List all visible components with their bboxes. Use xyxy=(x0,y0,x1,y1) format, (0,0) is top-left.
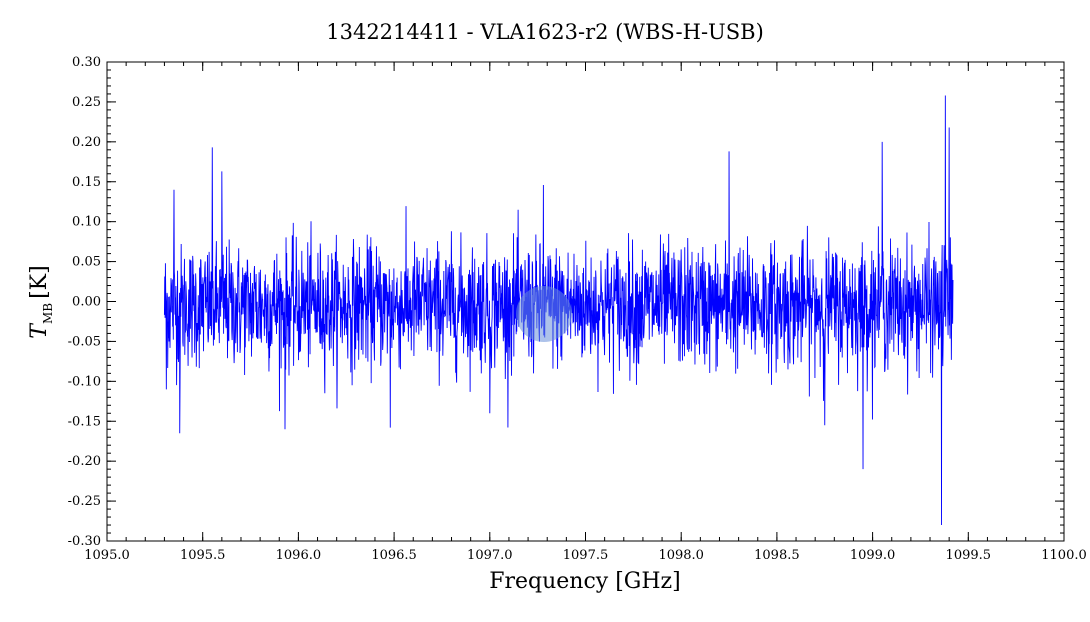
y-tick-label: 0.15 xyxy=(72,175,101,190)
y-axis-label-sub: MB xyxy=(41,303,55,324)
x-tick-label: 1096.0 xyxy=(276,548,322,563)
y-tick-label: 0.30 xyxy=(72,55,101,70)
svg-text:TMB[K]: TMB [K] xyxy=(27,265,55,338)
y-axis-label-main: T xyxy=(27,322,52,339)
cursor-marker xyxy=(516,286,572,342)
y-tick-label: 0.20 xyxy=(72,135,101,150)
y-axis-label-unit: [K] xyxy=(27,265,52,299)
x-tick-label: 1095.0 xyxy=(84,548,130,563)
x-tick-label: 1098.0 xyxy=(658,548,704,563)
y-tick-label: 0.25 xyxy=(72,95,101,110)
x-tick-label: 1096.5 xyxy=(371,548,417,563)
x-tick-label: 1097.0 xyxy=(467,548,513,563)
y-tick-label: 0.05 xyxy=(72,255,101,270)
x-axis-label: Frequency [GHz] xyxy=(489,569,681,594)
x-tick-label: 1099.5 xyxy=(946,548,992,563)
y-tick-label: -0.05 xyxy=(68,334,101,349)
y-tick-label: 0.10 xyxy=(72,215,101,230)
chart-title: 1342214411 - VLA1623-r2 (WBS-H-USB) xyxy=(326,20,764,44)
axis-ticks xyxy=(106,61,1065,542)
y-tick-label: -0.20 xyxy=(68,454,101,469)
y-tick-label: -0.30 xyxy=(68,534,101,549)
y-tick-label: -0.25 xyxy=(68,494,101,509)
x-tick-label: 1095.5 xyxy=(180,548,226,563)
x-tick-label: 1100.0 xyxy=(1041,548,1087,563)
y-tick-label: -0.15 xyxy=(68,414,101,429)
x-tick-label: 1099.0 xyxy=(850,548,896,563)
y-tick-label: -0.10 xyxy=(68,374,101,389)
x-tick-label: 1097.5 xyxy=(563,548,609,563)
y-axis-label: TMB [K] xyxy=(27,265,55,338)
plot-area xyxy=(106,61,1065,542)
x-tick-labels: 1095.0 1095.5 1096.0 1096.5 1097.0 1097.5 1098… xyxy=(84,548,1087,563)
x-tick-label: 1098.5 xyxy=(754,548,800,563)
y-tick-label: 0.00 xyxy=(72,295,101,310)
y-tick-labels: -0.30 -0.25 -0.20 -0.15 -0.10 -0.05 0.00 0.05 0.… xyxy=(68,55,101,549)
